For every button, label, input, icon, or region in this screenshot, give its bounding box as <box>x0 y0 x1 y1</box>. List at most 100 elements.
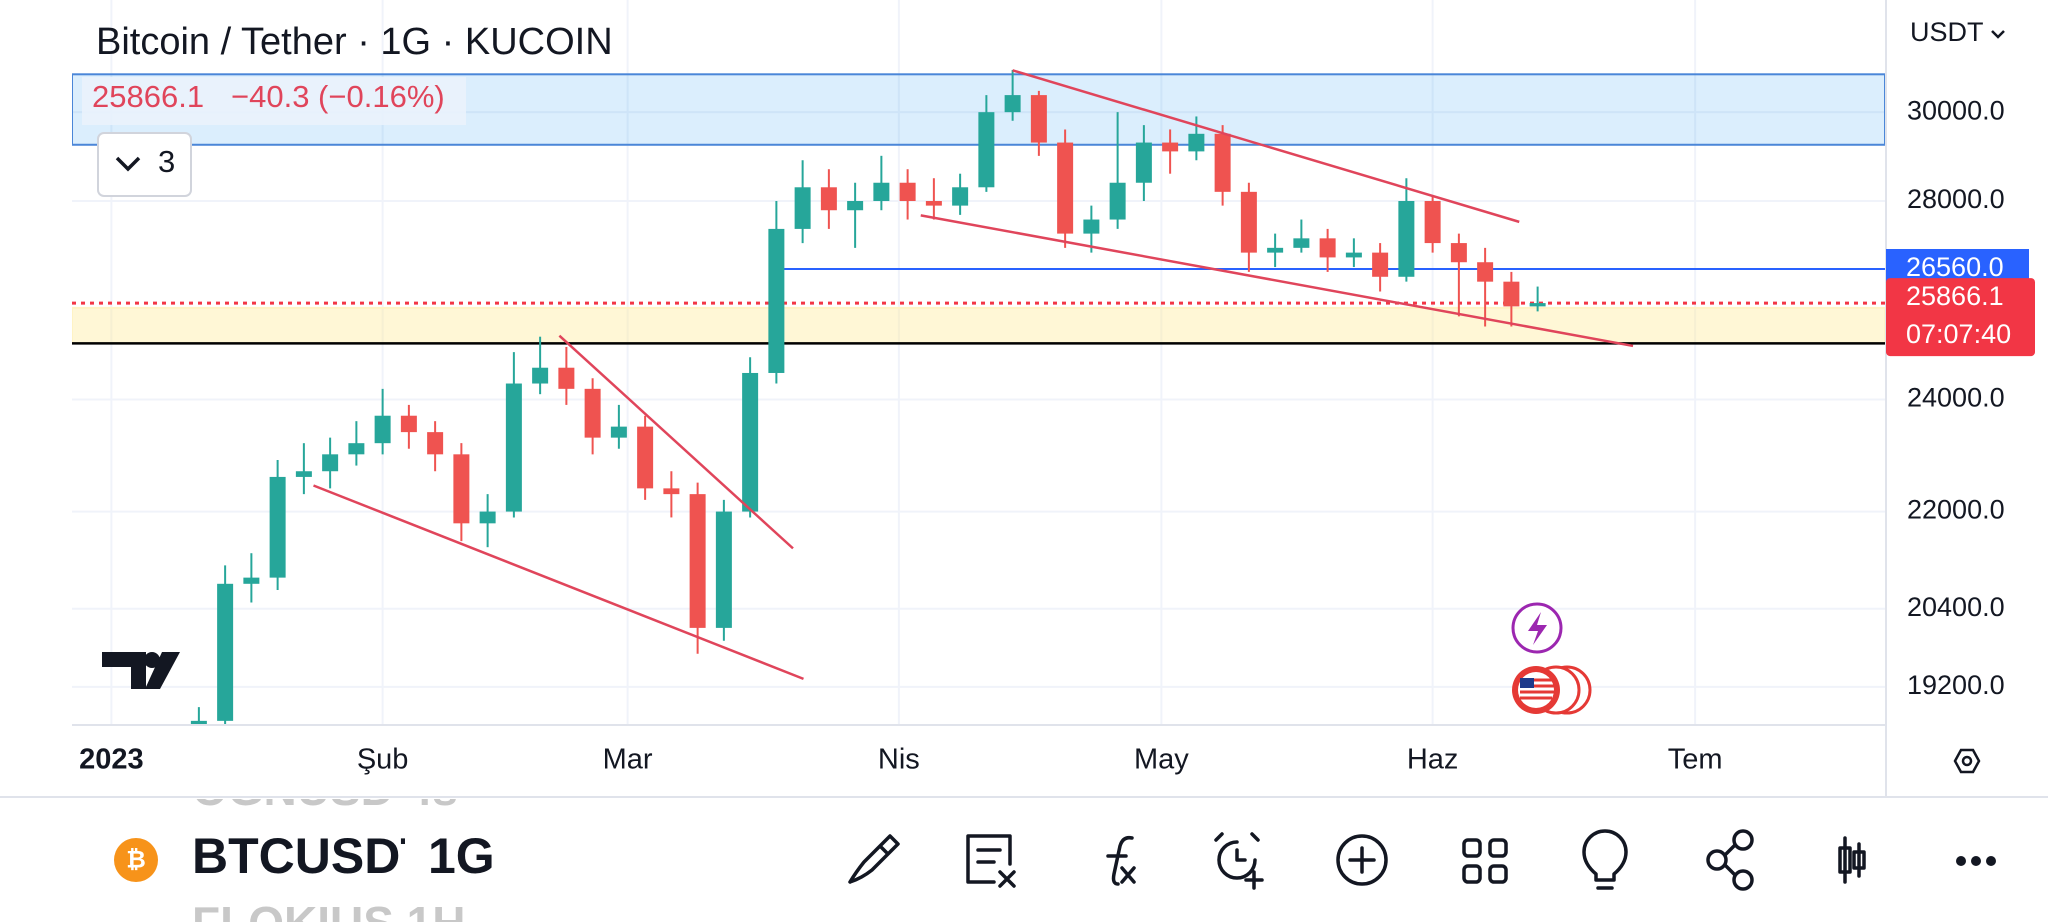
candle-body <box>978 112 995 188</box>
candle-body <box>584 388 601 438</box>
candle-body <box>1450 243 1467 263</box>
price-box <box>82 77 466 125</box>
candle-body <box>1057 142 1074 234</box>
alert-icon[interactable] <box>1214 832 1264 890</box>
symbol[interactable]: BTCUSDT <box>192 828 431 884</box>
layout-icon[interactable] <box>1462 838 1482 858</box>
chart-type-icon[interactable] <box>1838 836 1866 884</box>
x-tick-label: Şub <box>357 744 409 776</box>
zone <box>72 306 1885 345</box>
trendline <box>1012 69 1520 224</box>
event-icon <box>1518 672 1554 708</box>
share-icon <box>1723 843 1737 877</box>
symbol-icon: ₿ <box>126 846 146 873</box>
candle-body <box>558 367 575 389</box>
candle-body <box>190 720 207 725</box>
ideas-icon[interactable] <box>1582 829 1628 890</box>
candle-body <box>400 415 417 433</box>
candle-body <box>479 511 496 524</box>
candle-body <box>1240 191 1257 253</box>
interval[interactable]: 1G <box>428 828 495 884</box>
more-icon <box>1971 856 1981 866</box>
candle-body <box>742 372 759 512</box>
symbol-clip: BTCUSDT <box>192 828 431 884</box>
candle-body <box>899 182 916 202</box>
x-tick-label: Tem <box>1668 744 1723 776</box>
candle-body <box>1030 95 1047 143</box>
candle-body <box>1109 182 1126 220</box>
candle-body <box>873 182 890 202</box>
candle-body <box>269 476 286 578</box>
currency-select[interactable]: USDT <box>1910 17 1984 47</box>
tv-logo <box>102 652 180 689</box>
picker-item: FLOKIUS 1H <box>192 897 465 922</box>
candle-body <box>768 228 785 373</box>
layout-icon <box>1462 864 1482 884</box>
candle-body <box>794 187 811 229</box>
candle-body <box>217 583 234 721</box>
candle-body <box>1214 133 1231 192</box>
trendline <box>558 334 794 550</box>
candle-body <box>243 577 260 584</box>
candle-body <box>1503 281 1520 307</box>
more-icon <box>1986 856 1996 866</box>
share-icon <box>1732 869 1754 891</box>
candle-body <box>295 471 312 477</box>
candle-body <box>689 494 706 628</box>
candle-body <box>715 511 732 628</box>
candle-body <box>427 432 444 455</box>
indicators-count: 3 <box>158 144 175 179</box>
more-icon[interactable] <box>1956 856 1966 866</box>
flag <box>1520 678 1534 688</box>
candle-body <box>1398 201 1415 277</box>
object-tree-icon[interactable] <box>966 834 1016 888</box>
x-tick-label: May <box>1134 744 1189 776</box>
add-icon <box>1348 846 1376 874</box>
share-icon <box>1706 849 1728 871</box>
layout-icon <box>1488 838 1508 858</box>
candle-body <box>505 383 522 512</box>
trendline <box>920 214 1634 348</box>
draw-icon[interactable] <box>848 834 900 884</box>
tv-logo <box>144 652 160 668</box>
settings-icon[interactable] <box>1953 748 1981 774</box>
symbol-icon <box>114 838 158 882</box>
candle-body <box>847 201 864 211</box>
settings-icon <box>1961 755 1973 767</box>
trendline <box>313 484 804 681</box>
flag <box>1520 678 1554 700</box>
add-icon[interactable] <box>1336 834 1388 886</box>
candle-body <box>1188 133 1205 152</box>
share-icon[interactable] <box>1732 829 1754 851</box>
candle-body <box>1293 238 1310 248</box>
candle-body <box>1424 201 1441 244</box>
price-label: 25866.1 <box>1906 281 2004 311</box>
candle-body <box>1372 252 1389 277</box>
price-change: −40.3 (−0.16%) <box>231 79 445 114</box>
candle-body <box>1135 142 1152 183</box>
axes: 2023 Şub Mar Nis May Haz Tem 30000.0 28000.0 2400… <box>0 0 2048 798</box>
candle-body <box>532 367 549 384</box>
candle-body <box>322 454 339 472</box>
candle-body <box>925 201 942 206</box>
x-tick-label: 2023 <box>79 744 144 776</box>
candle-body <box>1004 95 1021 113</box>
chevron-icon <box>1991 30 2005 39</box>
price-axis <box>1886 0 2048 797</box>
price-label-box <box>1886 278 2035 357</box>
candle-body <box>637 426 654 489</box>
candle-body <box>820 187 837 211</box>
chart-title: Bitcoin / Tether · 1G · KUCOIN <box>96 21 613 63</box>
symbol-picker[interactable]: OGNUSD 4s FLOKIUS 1H <box>192 763 465 922</box>
y-tick-label: 22000.0 <box>1907 495 2005 525</box>
candle-body <box>1319 238 1336 258</box>
chevron-icon <box>115 156 141 172</box>
candle-body <box>1162 142 1179 152</box>
candle-body <box>610 426 627 438</box>
candle-body <box>1267 247 1284 253</box>
indicators-icon[interactable] <box>1106 835 1136 886</box>
indicators-button[interactable] <box>97 132 192 197</box>
level-label: 26560.0 <box>1906 252 2004 282</box>
candle-body <box>1345 252 1362 258</box>
